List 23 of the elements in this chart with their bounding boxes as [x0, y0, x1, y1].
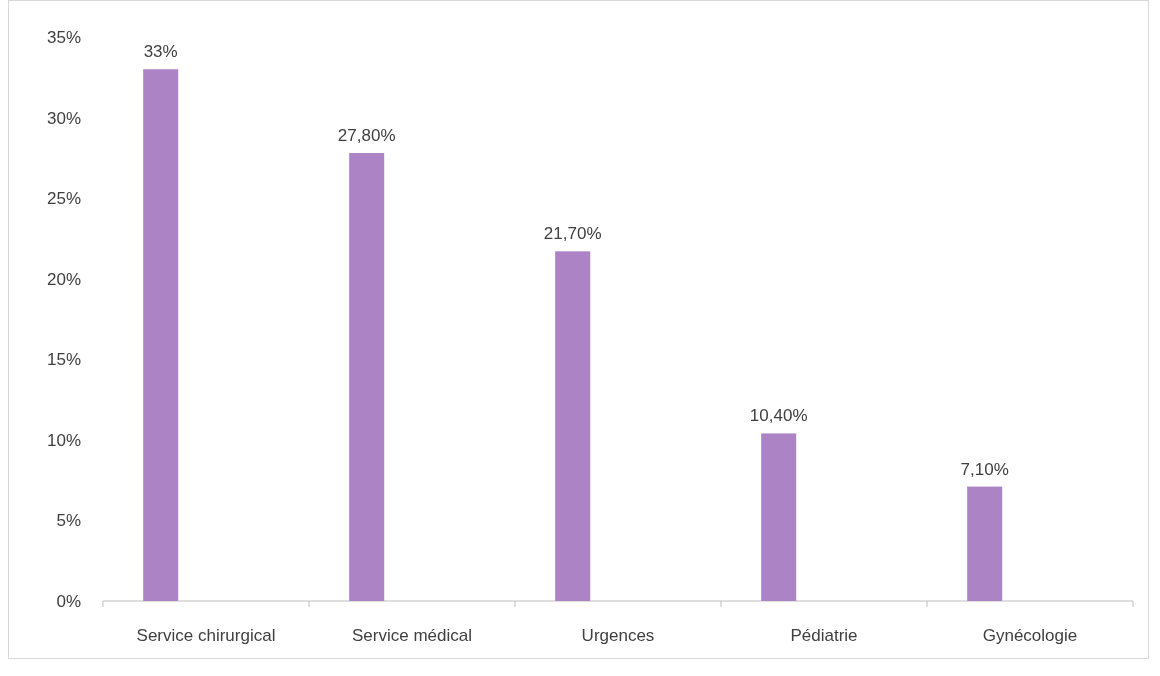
data-label: 7,10%: [960, 459, 1009, 479]
x-tick-label: Pédiatrie: [790, 626, 858, 645]
data-label: 27,80%: [337, 126, 396, 146]
x-tick-label: Gynécologie: [982, 626, 1078, 645]
y-tick-label: 20%: [46, 269, 81, 289]
bar: [555, 251, 591, 601]
data-label: 10,40%: [749, 406, 808, 426]
x-tick-label: Service chirurgical: [136, 626, 276, 645]
bar: [349, 153, 385, 601]
x-tick-label: Urgences: [581, 626, 655, 645]
y-tick-label: 30%: [46, 108, 81, 128]
data-label: 21,70%: [543, 224, 602, 244]
y-tick-label: 5%: [56, 511, 81, 531]
y-tick-label: 35%: [46, 27, 81, 47]
data-label: 33%: [143, 42, 178, 62]
y-tick-label: 0%: [56, 591, 81, 611]
bar: [143, 69, 179, 601]
bar: [967, 486, 1003, 601]
y-tick-label: 15%: [46, 350, 81, 370]
y-tick-label: 10%: [46, 430, 81, 450]
bar: [761, 433, 797, 601]
x-tick-label: Service médical: [352, 626, 472, 645]
y-tick-label: 25%: [46, 189, 81, 209]
